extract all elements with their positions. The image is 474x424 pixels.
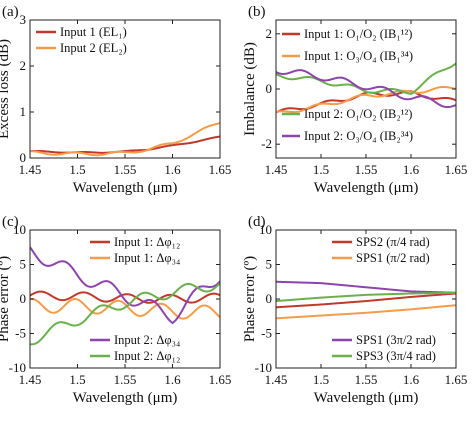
y-tick-label: 2 bbox=[266, 26, 273, 41]
series-line-4 bbox=[276, 69, 456, 109]
series-line-2 bbox=[30, 122, 220, 157]
y-tick-label: 5 bbox=[266, 257, 273, 272]
y-tick-label: -5 bbox=[261, 326, 272, 341]
x-tick-label: 1.5 bbox=[69, 372, 85, 387]
legend-label: Input 1: Δφ₃₄ bbox=[114, 251, 180, 265]
panel-label: (a) bbox=[2, 4, 19, 20]
y-tick-label: 1 bbox=[20, 104, 27, 119]
x-tick-label: 1.45 bbox=[19, 162, 42, 177]
panel-1: 1.45 1.5 1.55 1.6 1.65 0 1 2 3 Wavelength (μm) Exc… bbox=[0, 4, 231, 196]
series-line-1 bbox=[30, 135, 220, 154]
y-axis-label: Phase error (º) bbox=[0, 256, 12, 342]
x-tick-label: 1.6 bbox=[403, 162, 420, 177]
legend-label: Input 1: O₁/O₂ (IB₁¹²) bbox=[304, 27, 412, 41]
y-tick-label: -10 bbox=[9, 360, 26, 375]
x-tick-label: 1.55 bbox=[114, 162, 137, 177]
series-line-1 bbox=[276, 292, 456, 309]
y-axis-label: Phase error (º) bbox=[242, 256, 258, 342]
y-tick-label: -10 bbox=[255, 360, 272, 375]
x-tick-label: 1.65 bbox=[445, 162, 468, 177]
legend-label: Input 2: Δφ₃₄ bbox=[114, 333, 180, 347]
y-tick-label: 10 bbox=[13, 222, 26, 237]
x-axis-label: Wavelength (μm) bbox=[314, 180, 419, 196]
x-tick-label: 1.5 bbox=[313, 372, 329, 387]
panel-4: 1.45 1.5 1.55 1.6 1.65 -10 -5 0 5 10 Wavelength (μ… bbox=[242, 214, 467, 406]
y-tick-label: 10 bbox=[259, 222, 272, 237]
legend-label: SPS1 (π/2 rad) bbox=[356, 251, 430, 265]
panel-label: (c) bbox=[2, 214, 19, 230]
series-line-2 bbox=[30, 298, 220, 320]
legend-label: SPS3 (3π/4 rad) bbox=[356, 349, 436, 363]
y-tick-label: 2 bbox=[20, 58, 27, 73]
series-line-2 bbox=[276, 85, 456, 114]
x-axis-label: Wavelength (μm) bbox=[314, 390, 419, 406]
series-line-3 bbox=[276, 280, 456, 294]
x-tick-label: 1.45 bbox=[265, 372, 288, 387]
x-axis-label: Wavelength (μm) bbox=[73, 390, 178, 406]
legend-label: SPS2 (π/4 rad) bbox=[356, 235, 430, 249]
x-tick-label: 1.55 bbox=[355, 372, 378, 387]
y-tick-label: 0 bbox=[266, 81, 273, 96]
panel-label: (d) bbox=[248, 214, 266, 230]
legend-label: Input 2 (EL₂) bbox=[60, 41, 127, 55]
x-tick-label: 1.65 bbox=[445, 372, 468, 387]
y-tick-label: -2 bbox=[261, 136, 272, 151]
y-tick-label: -5 bbox=[15, 326, 26, 341]
x-tick-label: 1.5 bbox=[313, 162, 329, 177]
x-tick-label: 1.45 bbox=[265, 162, 288, 177]
panel-2: 1.45 1.5 1.55 1.6 1.65 -2 0 2 Wavelength (μm) Imb… bbox=[242, 4, 467, 196]
y-tick-label: 0 bbox=[266, 291, 273, 306]
y-tick-label: 0 bbox=[20, 291, 27, 306]
series-line-4 bbox=[30, 282, 220, 346]
series-line-1 bbox=[30, 290, 220, 304]
x-tick-label: 1.6 bbox=[403, 372, 420, 387]
y-tick-label: 0 bbox=[20, 150, 27, 165]
x-tick-label: 1.65 bbox=[209, 372, 232, 387]
x-tick-label: 1.55 bbox=[355, 162, 378, 177]
y-tick-label: 3 bbox=[20, 12, 27, 27]
legend-label: Input 2: O₃/O₄ (IB₂³⁴) bbox=[304, 129, 413, 143]
legend-label: Input 1 (EL₁) bbox=[60, 25, 127, 39]
series-line-3 bbox=[276, 62, 456, 95]
legend-label: Input 2: O₁/O₂ (IB₂¹²) bbox=[304, 107, 412, 121]
series-line-4 bbox=[276, 291, 456, 303]
x-tick-label: 1.55 bbox=[114, 372, 137, 387]
x-tick-label: 1.65 bbox=[209, 162, 232, 177]
legend-label: Input 1: O₃/O₄ (IB₁³⁴) bbox=[304, 49, 413, 63]
panel-label: (b) bbox=[248, 4, 266, 20]
panel-3: 1.45 1.5 1.55 1.6 1.65 -10 -5 0 5 10 Wavelength (μ… bbox=[0, 214, 231, 406]
legend-label: Input 1: Δφ₁₂ bbox=[114, 235, 180, 249]
x-axis-label: Wavelength (μm) bbox=[73, 180, 178, 196]
legend-label: Input 2: Δφ₁₂ bbox=[114, 349, 180, 363]
series-line-3 bbox=[30, 246, 220, 325]
y-axis-label: Imbalance (dB) bbox=[242, 42, 258, 136]
y-tick-label: 5 bbox=[20, 257, 27, 272]
x-tick-label: 1.6 bbox=[164, 162, 181, 177]
legend-label: SPS1 (3π/2 rad) bbox=[356, 333, 436, 347]
x-tick-label: 1.5 bbox=[69, 162, 85, 177]
x-tick-label: 1.6 bbox=[164, 372, 181, 387]
series-line-2 bbox=[276, 304, 456, 320]
x-tick-label: 1.45 bbox=[19, 372, 42, 387]
y-axis-label: Excess loss (dB) bbox=[0, 39, 12, 139]
